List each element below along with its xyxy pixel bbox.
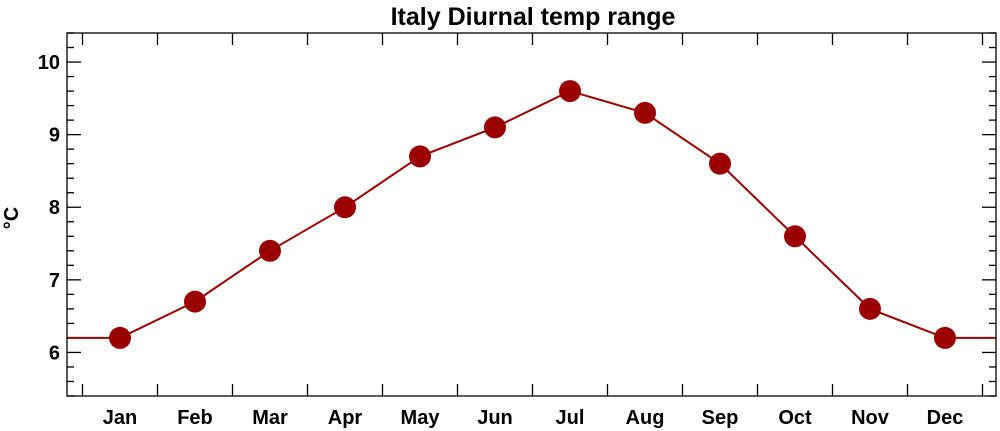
y-tick-label: 8 <box>49 197 60 219</box>
x-tick-label: Oct <box>778 407 812 429</box>
chart-title: Italy Diurnal temp range <box>391 3 676 31</box>
series-line <box>67 90 996 339</box>
x-tick-label: Dec <box>927 407 964 429</box>
data-point <box>784 225 806 248</box>
x-tick-label: Jul <box>556 407 585 429</box>
x-tick-label: May <box>401 407 441 429</box>
y-tick-label: 7 <box>49 270 60 292</box>
data-point <box>859 297 881 320</box>
data-point <box>109 326 131 349</box>
series-layer <box>67 80 996 349</box>
plot-frame <box>66 32 997 397</box>
data-point <box>559 80 581 103</box>
x-tick-label: Aug <box>626 407 665 429</box>
tick-labels: 6 7 8 9 10 Jan Feb Mar Apr May Jun Jul Aug Sep Oct Nov D… <box>38 52 964 429</box>
y-tick-label: 10 <box>38 52 60 74</box>
x-tick-label: Sep <box>702 407 739 429</box>
x-tick-label: Mar <box>252 407 288 429</box>
data-point <box>709 152 731 175</box>
y-tick-label: 9 <box>49 125 60 147</box>
x-tick-label: Feb <box>177 407 213 429</box>
data-point <box>934 326 956 349</box>
data-point <box>409 145 431 168</box>
data-point <box>634 101 656 124</box>
data-point <box>184 290 206 313</box>
x-tick-label: Apr <box>328 407 363 429</box>
y-axis-label: °C <box>1 207 23 229</box>
data-point <box>484 116 506 139</box>
y-tick-label: 6 <box>49 342 60 364</box>
x-tick-label: Jan <box>103 407 137 429</box>
data-point <box>334 196 356 219</box>
data-point <box>259 239 281 262</box>
x-tick-label: Jun <box>477 407 513 429</box>
axis-ticks <box>67 32 996 397</box>
x-tick-label: Nov <box>851 407 890 429</box>
